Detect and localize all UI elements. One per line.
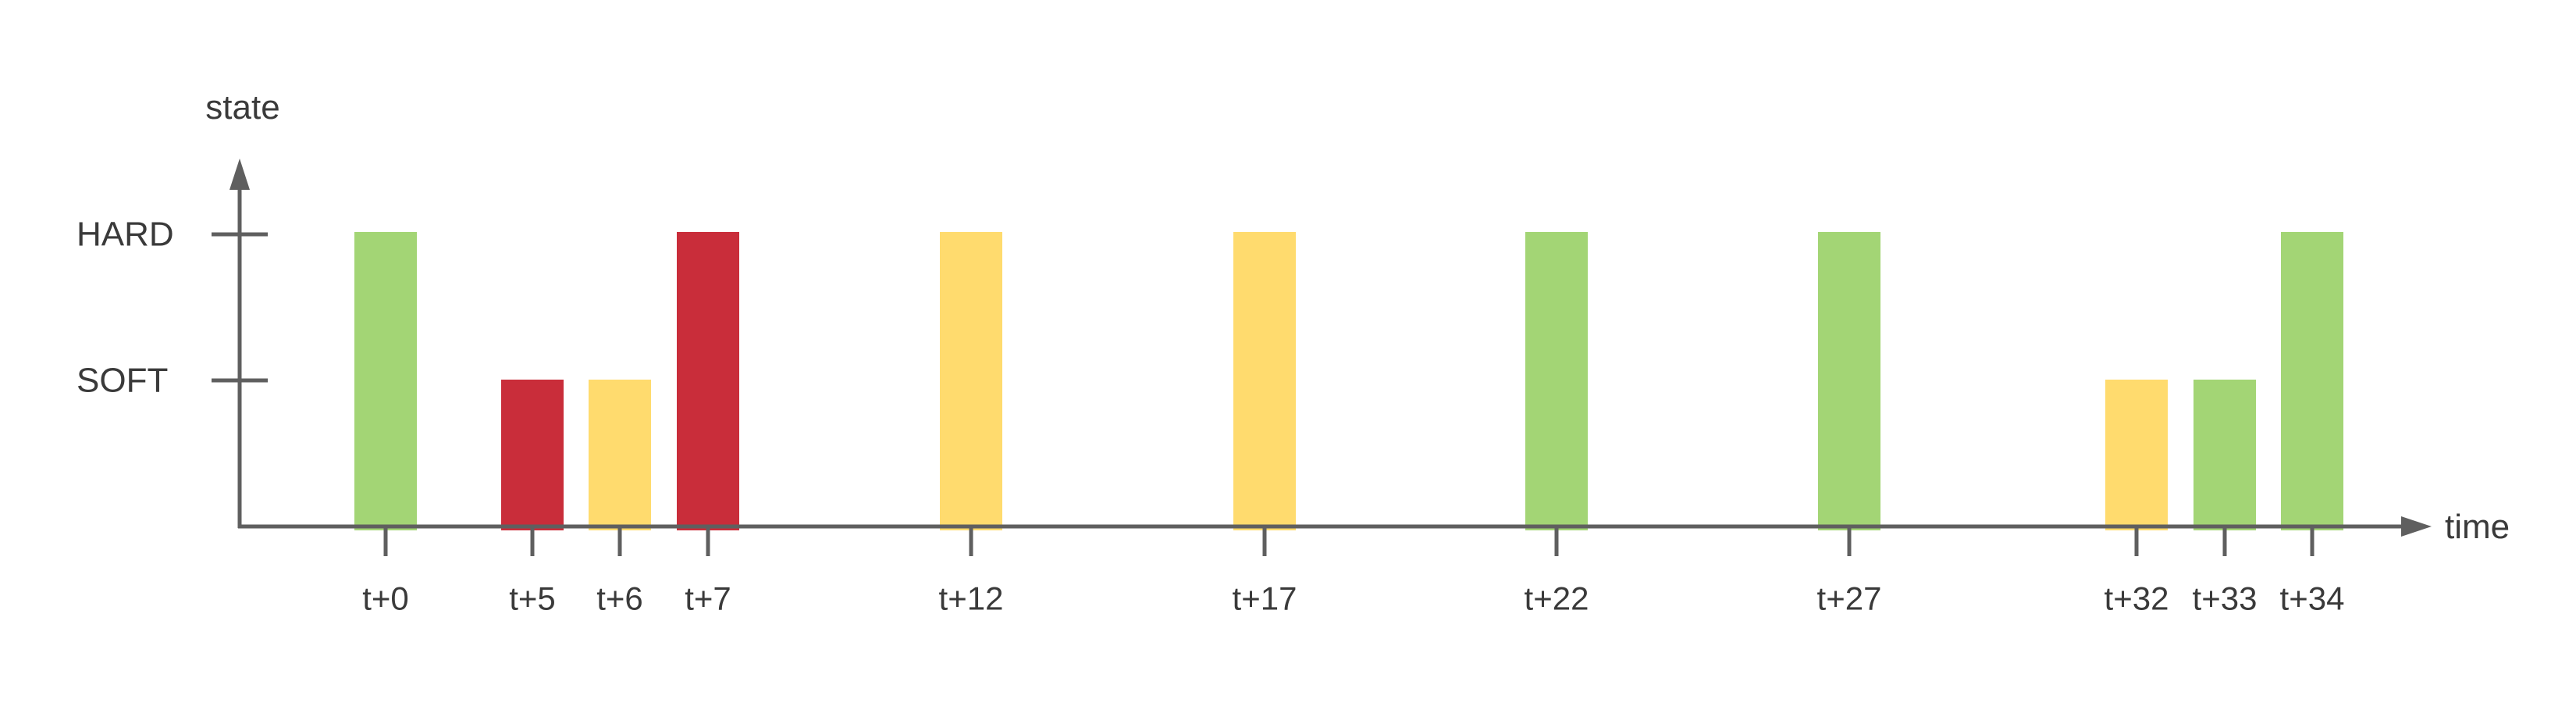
bar-t+7 xyxy=(677,232,739,530)
bar-t+27 xyxy=(1818,232,1880,530)
bar-t+5 xyxy=(501,380,564,530)
x-axis-arrow-icon xyxy=(2401,516,2432,537)
bar-t+22 xyxy=(1525,232,1588,530)
x-tick-label: t+33 xyxy=(2193,580,2258,617)
bar-t+0 xyxy=(354,232,417,530)
bar-t+33 xyxy=(2194,380,2256,530)
x-tick-label: t+12 xyxy=(939,580,1004,617)
x-axis-title: time xyxy=(2445,508,2510,546)
x-tick-label: t+34 xyxy=(2280,580,2345,617)
bar-t+34 xyxy=(2281,232,2343,530)
bar-t+12 xyxy=(940,232,1002,530)
x-tick-label: t+32 xyxy=(2105,580,2169,617)
x-tick-label: t+7 xyxy=(685,580,731,617)
y-tick-label: SOFT xyxy=(76,362,168,400)
x-tick-label: t+0 xyxy=(362,580,409,617)
x-tick-label: t+17 xyxy=(1233,580,1297,617)
bar-t+17 xyxy=(1233,232,1296,530)
axes xyxy=(229,159,2432,537)
x-tick-label: t+27 xyxy=(1817,580,1882,617)
y-levels-layer: HARD SOFT xyxy=(76,216,268,400)
x-tick-label: t+5 xyxy=(509,580,556,617)
x-tick-label: t+6 xyxy=(596,580,643,617)
bar-t+6 xyxy=(589,380,651,530)
x-ticks-layer: t+0 t+5 t+6 t+7 t+12 t+17 t+22 t+27 t+32 t+33 t+34 xyxy=(362,528,2344,617)
x-tick-label: t+22 xyxy=(1525,580,1589,617)
bar-t+32 xyxy=(2105,380,2168,530)
y-tick-label: HARD xyxy=(76,216,174,254)
bars-layer xyxy=(354,232,2343,530)
y-axis-arrow-icon xyxy=(229,159,250,190)
y-axis-title: state xyxy=(205,88,279,127)
